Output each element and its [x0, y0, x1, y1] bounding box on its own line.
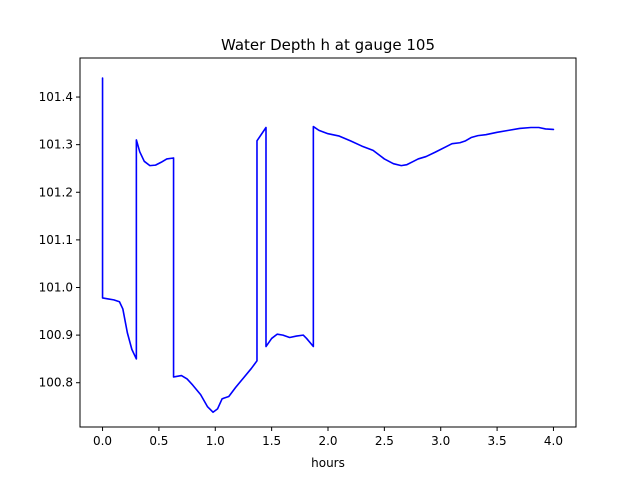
y-tick-label: 101.1 — [39, 233, 73, 247]
y-tick-label: 101.3 — [39, 138, 73, 152]
x-tick-label: 2.5 — [375, 434, 394, 448]
x-tick-label: 0.0 — [93, 434, 112, 448]
series-layer — [101, 77, 555, 414]
y-tick-label: 101.2 — [39, 185, 73, 199]
y-tick-label: 101.4 — [39, 90, 73, 104]
y-axis: 100.8 100.9 101.0 101.1 101.2 101.3 101.4 — [39, 90, 80, 390]
x-axis: 0.0 0.5 1.0 1.5 2.0 2.5 3.0 3.5 4.0 — [93, 427, 563, 448]
x-tick-label: 3.5 — [488, 434, 507, 448]
x-tick-label: 2.0 — [318, 434, 337, 448]
x-tick-label: 1.5 — [262, 434, 281, 448]
x-tick-label: 1.0 — [206, 434, 225, 448]
series-line — [101, 77, 555, 414]
y-tick-label: 100.8 — [39, 376, 73, 390]
y-tick-label: 100.9 — [39, 328, 73, 342]
x-axis-label: hours — [311, 456, 345, 470]
x-tick-label: 4.0 — [544, 434, 563, 448]
x-tick-label: 0.5 — [149, 434, 168, 448]
y-tick-label: 101.0 — [39, 280, 73, 294]
x-tick-label: 3.0 — [431, 434, 450, 448]
chart-title: Water Depth h at gauge 105 — [221, 36, 435, 54]
